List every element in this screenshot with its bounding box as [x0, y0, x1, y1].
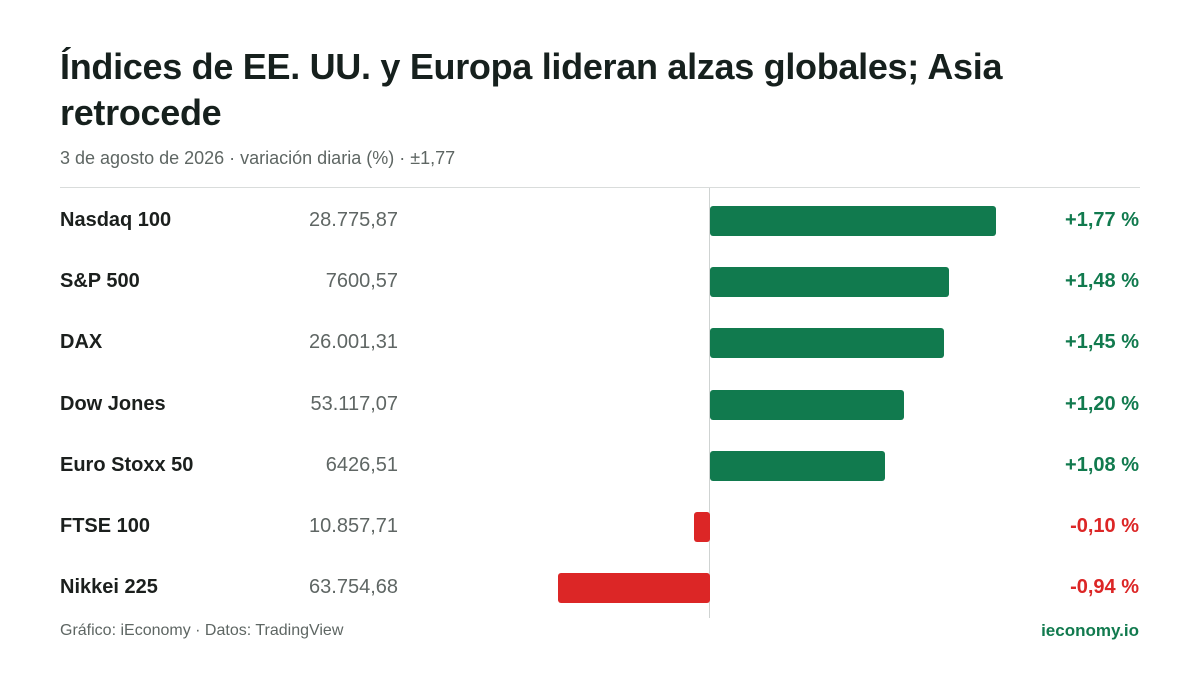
source-credit: Gráfico: iEconomy · Datos: TradingView	[60, 622, 344, 639]
index-price: 10.857,71	[309, 515, 398, 537]
chart-title: Índices de EE. UU. y Europa lideran alza…	[60, 46, 1003, 133]
table-row: Nasdaq 100 28.775,87 +1,77 %	[0, 188, 1200, 249]
change-label: -0,10 %	[1070, 515, 1139, 537]
bar-s-p-500	[710, 267, 950, 298]
header-divider	[60, 187, 1140, 188]
change-label: +1,08 %	[1065, 453, 1139, 476]
bar-chart: Nasdaq 100 28.775,87 +1,77 % S&P 500 7600,57…	[0, 188, 1200, 618]
change-label: +1,20 %	[1065, 392, 1139, 415]
change-label: +1,45 %	[1065, 331, 1139, 354]
index-name: Nasdaq 100	[60, 209, 172, 231]
table-row: Nikkei 225 63.754,68 -0,94 %	[0, 555, 1200, 616]
index-price: 63.754,68	[309, 576, 398, 599]
index-price: 6426,51	[325, 453, 398, 476]
bar-dax	[710, 328, 945, 359]
change-label: +1,48 %	[1065, 270, 1139, 293]
bar-nasdaq-100	[710, 206, 997, 236]
bar-euro-stoxx-50	[710, 450, 885, 481]
index-price: 26.001,31	[309, 331, 398, 354]
zero-axis-line	[709, 188, 710, 618]
table-row: FTSE 100 10.857,71 -0,10 %	[0, 494, 1200, 555]
index-name: Dow Jones	[60, 392, 166, 415]
bar-ftse-100	[693, 512, 710, 542]
bar-dow-jones	[710, 389, 904, 420]
table-row: S&P 500 7600,57 +1,48 %	[0, 249, 1200, 310]
chart-subtitle: 3 de agosto de 2026 · variación diaria (…	[60, 148, 456, 168]
index-name: S&P 500	[60, 270, 140, 293]
change-label: -0,94 %	[1070, 576, 1139, 599]
index-name: Euro Stoxx 50	[60, 453, 194, 476]
table-row: Euro Stoxx 50 6426,51 +1,08 %	[0, 433, 1200, 494]
table-row: DAX 26.001,31 +1,45 %	[0, 310, 1200, 371]
index-price: 28.775,87	[309, 209, 398, 231]
index-price: 7600,57	[325, 270, 398, 293]
index-name: Nikkei 225	[60, 576, 158, 599]
brand-link[interactable]: ieconomy.io	[1041, 621, 1139, 640]
table-row: Dow Jones 53.117,07 +1,20 %	[0, 372, 1200, 433]
index-price: 53.117,07	[310, 392, 399, 415]
index-name: FTSE 100	[60, 515, 151, 537]
bar-nikkei-225	[558, 573, 710, 604]
change-label: +1,77 %	[1065, 209, 1139, 231]
index-name: DAX	[60, 331, 103, 354]
